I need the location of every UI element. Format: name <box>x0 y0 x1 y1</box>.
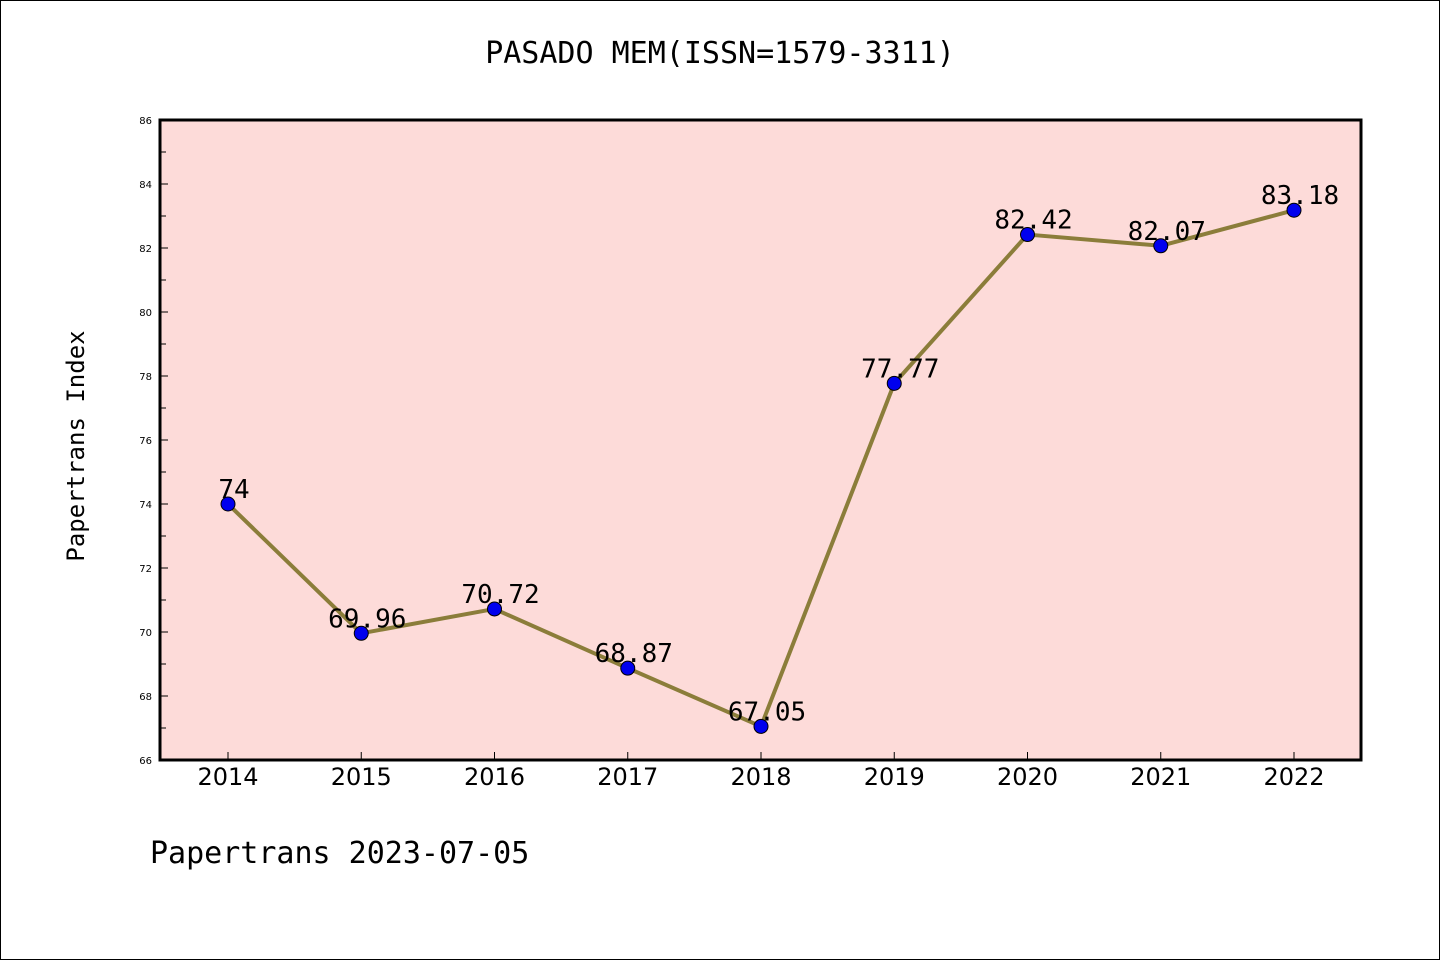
data-label: 77.77 <box>861 354 939 384</box>
data-label: 69.96 <box>328 604 406 634</box>
x-tick-label: 2020 <box>997 763 1058 791</box>
y-tick-label: 74 <box>139 500 152 511</box>
y-tick-label: 84 <box>139 180 152 191</box>
data-point <box>487 601 502 617</box>
y-tick-label: 70 <box>139 628 152 639</box>
x-tick-label: 2014 <box>197 763 258 791</box>
y-tick-label: 82 <box>139 244 152 255</box>
y-tick-label: 66 <box>139 756 152 767</box>
y-tick-label: 68 <box>139 692 152 703</box>
data-markers <box>220 202 1302 734</box>
data-label: 67.05 <box>728 697 806 727</box>
x-tick-label: 2022 <box>1263 763 1324 791</box>
x-axis: 2014 2015 2016 2017 2018 2019 2020 2021 2022 <box>197 752 1325 791</box>
data-label: 70.72 <box>461 580 539 610</box>
data-point <box>1153 238 1169 254</box>
x-tick-label: 2017 <box>597 763 658 791</box>
x-tick-label: 2021 <box>1130 763 1191 791</box>
x-tick-label: 2018 <box>730 763 791 791</box>
data-point <box>353 625 369 641</box>
data-point <box>620 660 636 676</box>
y-tick-label: 78 <box>139 372 152 383</box>
data-label: 82.42 <box>994 206 1072 236</box>
data-label: 82.07 <box>1128 217 1206 247</box>
y-tick-label: 76 <box>139 436 152 447</box>
data-label: 68.87 <box>595 639 673 669</box>
x-tick-label: 2015 <box>331 763 392 791</box>
data-label: 74 <box>218 475 249 505</box>
data-point <box>1286 202 1302 218</box>
y-tick-label: 72 <box>139 564 152 575</box>
y-tick-label: 80 <box>139 308 152 319</box>
x-tick-label: 2019 <box>864 763 925 791</box>
data-point <box>753 718 769 734</box>
data-label: 83.18 <box>1261 181 1339 211</box>
plot-area <box>160 120 1361 760</box>
y-tick-label: 86 <box>139 116 152 127</box>
chart-title: PASADO MEM(ISSN=1579-3311) <box>485 36 955 71</box>
plot-border <box>158 118 1363 762</box>
data-point <box>886 375 902 391</box>
footer-date: Papertrans 2023-07-05 <box>150 836 530 871</box>
x-tick-label: 2016 <box>464 763 525 791</box>
data-point <box>220 496 236 512</box>
data-point <box>1020 227 1035 243</box>
data-labels: 74 69.96 70.72 68.87 67.05 77.77 82.42 82.07 83.… <box>218 181 1339 727</box>
